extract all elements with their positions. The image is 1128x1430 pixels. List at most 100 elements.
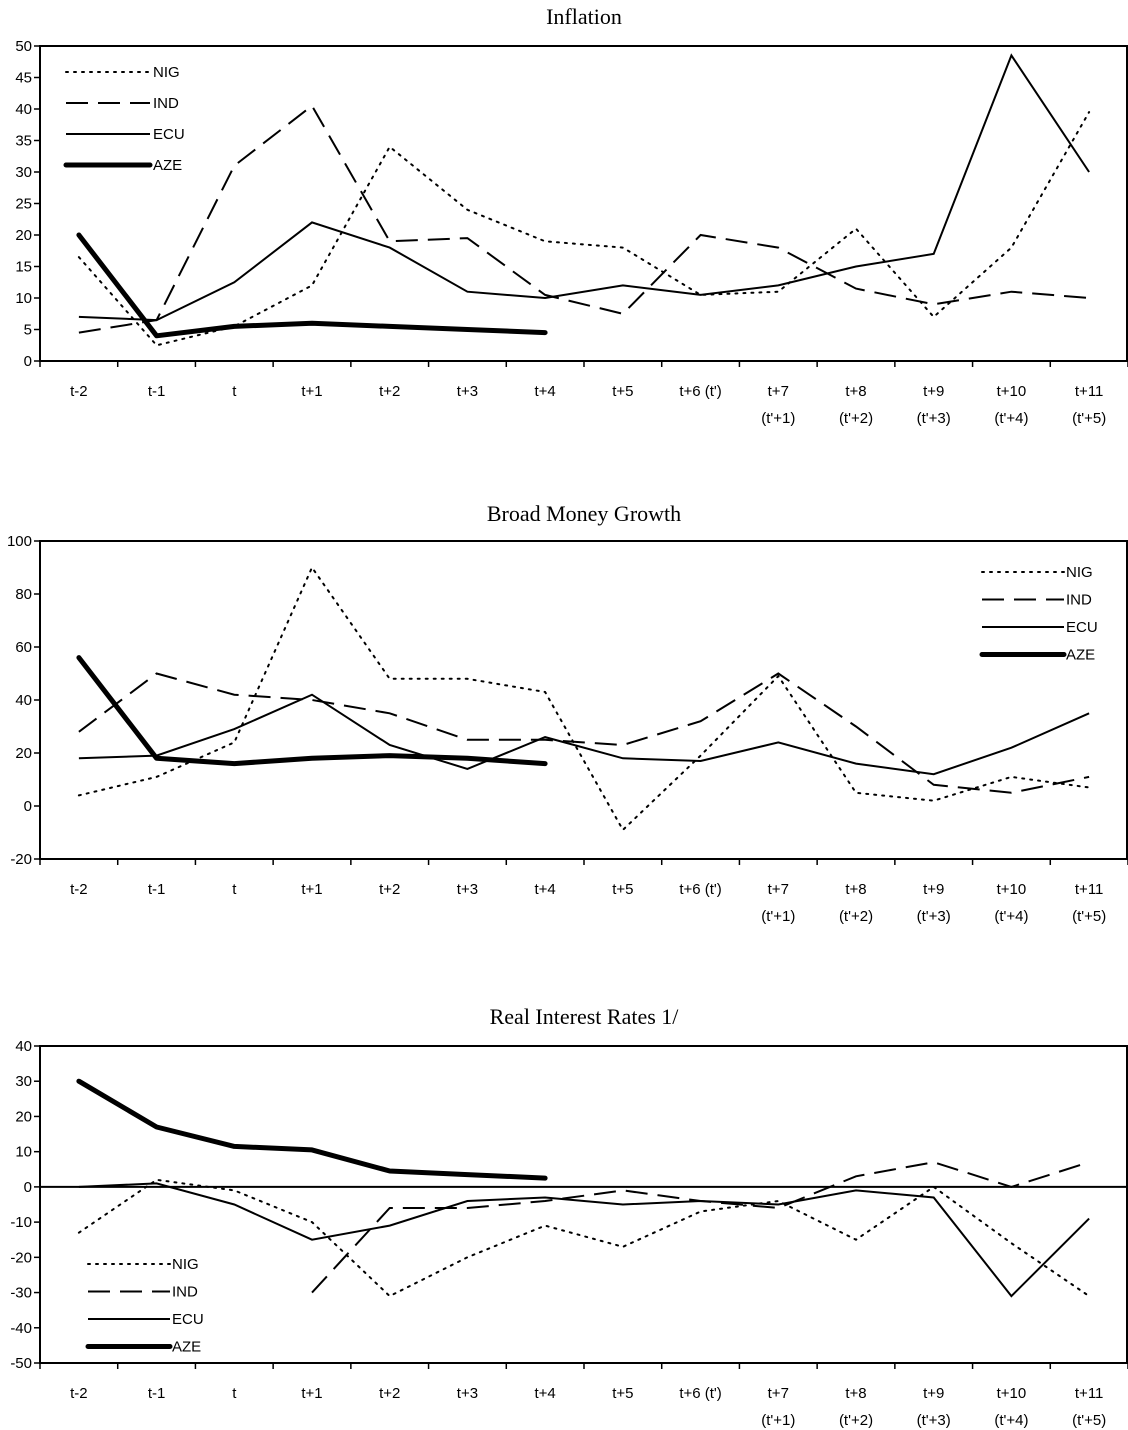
legend-label-nig: NIG (153, 64, 180, 81)
x-tick-label: t+5 (612, 383, 633, 400)
y-tick-label: 60 (15, 639, 32, 656)
series-line-aze (76, 232, 548, 339)
y-tick-label: 5 (24, 322, 32, 339)
y-tick-label: 10 (15, 290, 32, 307)
x-tick-label: t+1 (301, 881, 322, 898)
x-tick-sublabel: (t'+1) (761, 908, 795, 925)
x-tick-label: t-2 (70, 1385, 88, 1402)
x-tick-label: t+8 (845, 1385, 866, 1402)
x-tick-label: t+7 (768, 1385, 789, 1402)
x-tick-label: t+6 (t') (679, 383, 721, 400)
legend-label-aze: AZE (172, 1339, 201, 1356)
y-tick-label: 20 (15, 227, 32, 244)
legend-label-nig: NIG (172, 1256, 199, 1273)
series-line-ecu (78, 53, 1090, 322)
x-tick-sublabel: (t'+4) (994, 410, 1028, 427)
x-tick-label: t+3 (457, 383, 478, 400)
series-line-aze (76, 655, 548, 767)
x-tick-sublabel: (t'+2) (839, 908, 873, 925)
y-tick-label: 20 (15, 1108, 32, 1125)
y-tick-label: 0 (24, 798, 32, 815)
chart-title: Real Interest Rates 1/ (490, 1004, 680, 1029)
y-tick-label: 80 (15, 586, 32, 603)
y-tick-label: 45 (15, 70, 32, 87)
y-tick-label: -20 (10, 1249, 32, 1266)
x-tick-sublabel: (t'+4) (994, 908, 1028, 925)
chart-title: Broad Money Growth (487, 501, 681, 526)
y-tick-label: 0 (24, 353, 32, 370)
y-tick-label: -40 (10, 1320, 32, 1337)
legend-label-ecu: ECU (153, 126, 185, 143)
x-tick-label: t+4 (535, 881, 556, 898)
x-tick-sublabel: (t'+3) (917, 410, 951, 427)
y-tick-label: 35 (15, 133, 32, 150)
x-tick-label: t+10 (997, 1385, 1027, 1402)
x-tick-label: t+2 (379, 383, 400, 400)
x-tick-label: t (232, 1385, 237, 1402)
x-tick-label: t+10 (997, 383, 1027, 400)
x-tick-label: t+10 (997, 881, 1027, 898)
series-line-ind (78, 672, 1090, 794)
x-tick-label: t-1 (148, 1385, 166, 1402)
y-tick-label: 30 (15, 1073, 32, 1090)
x-tick-sublabel: (t'+2) (839, 410, 873, 427)
x-tick-label: t+11 (1075, 881, 1104, 898)
y-tick-label: 15 (15, 259, 32, 276)
x-tick-label: t-1 (148, 383, 166, 400)
legend-label-ind: IND (153, 95, 179, 112)
y-tick-label: 25 (15, 196, 32, 213)
x-tick-sublabel: (t'+3) (917, 908, 951, 925)
y-tick-label: 40 (15, 101, 32, 118)
x-tick-sublabel: (t'+3) (917, 1412, 951, 1429)
y-tick-label: 30 (15, 164, 32, 181)
series-line-nig (77, 565, 1091, 832)
series-line-nig (77, 1178, 1091, 1298)
x-tick-label: t (232, 383, 237, 400)
chart-2: Real Interest Rates 1/ -50 -40 -30 -20 -10 0 10… (10, 1004, 1128, 1429)
plot-area (39, 45, 1128, 362)
series-line-ecu (78, 1182, 1090, 1298)
x-tick-label: t+1 (301, 1385, 322, 1402)
x-tick-sublabel: (t'+5) (1072, 1412, 1106, 1429)
x-tick-label: t+7 (768, 383, 789, 400)
chart-0: Inflation 0 5 10 15 20 25 30 35 40 45 50 t-2 t-1 t t+1 t… (15, 4, 1128, 427)
y-tick-label: 0 (24, 1179, 32, 1196)
chart-title: Inflation (546, 4, 622, 29)
y-tick-label: 10 (15, 1144, 32, 1161)
x-tick-label: t+8 (845, 383, 866, 400)
x-tick-label: t+2 (379, 1385, 400, 1402)
x-tick-label: t+9 (923, 1385, 944, 1402)
series-line-ecu (78, 693, 1090, 776)
x-tick-label: t-2 (70, 383, 88, 400)
x-tick-label: t+9 (923, 881, 944, 898)
x-tick-label: t+8 (845, 881, 866, 898)
x-tick-label: t+11 (1075, 383, 1104, 400)
x-tick-label: t+4 (535, 1385, 556, 1402)
legend-label-ind: IND (1066, 592, 1092, 609)
y-tick-label: 40 (15, 1038, 32, 1055)
x-tick-label: t+9 (923, 383, 944, 400)
x-tick-sublabel: (t'+5) (1072, 410, 1106, 427)
x-tick-label: t+2 (379, 881, 400, 898)
x-tick-sublabel: (t'+1) (761, 410, 795, 427)
x-tick-sublabel: (t'+4) (994, 1412, 1028, 1429)
y-tick-label: -30 (10, 1285, 32, 1302)
x-tick-label: t+5 (612, 1385, 633, 1402)
x-tick-label: t+1 (301, 383, 322, 400)
x-tick-label: t+5 (612, 881, 633, 898)
series-line-ind (311, 1161, 1090, 1294)
series-line-nig (77, 111, 1091, 347)
x-tick-label: t+7 (768, 881, 789, 898)
y-tick-label: -10 (10, 1214, 32, 1231)
x-tick-label: t+11 (1075, 1385, 1104, 1402)
x-tick-sublabel: (t'+5) (1072, 908, 1106, 925)
y-tick-label: 50 (15, 38, 32, 55)
legend-label-ecu: ECU (172, 1311, 204, 1328)
y-tick-label: -50 (10, 1355, 32, 1372)
legend-label-ind: IND (172, 1284, 198, 1301)
x-tick-label: t+3 (457, 881, 478, 898)
x-tick-label: t+3 (457, 1385, 478, 1402)
y-tick-label: 20 (15, 745, 32, 762)
legend-label-aze: AZE (1066, 647, 1095, 664)
